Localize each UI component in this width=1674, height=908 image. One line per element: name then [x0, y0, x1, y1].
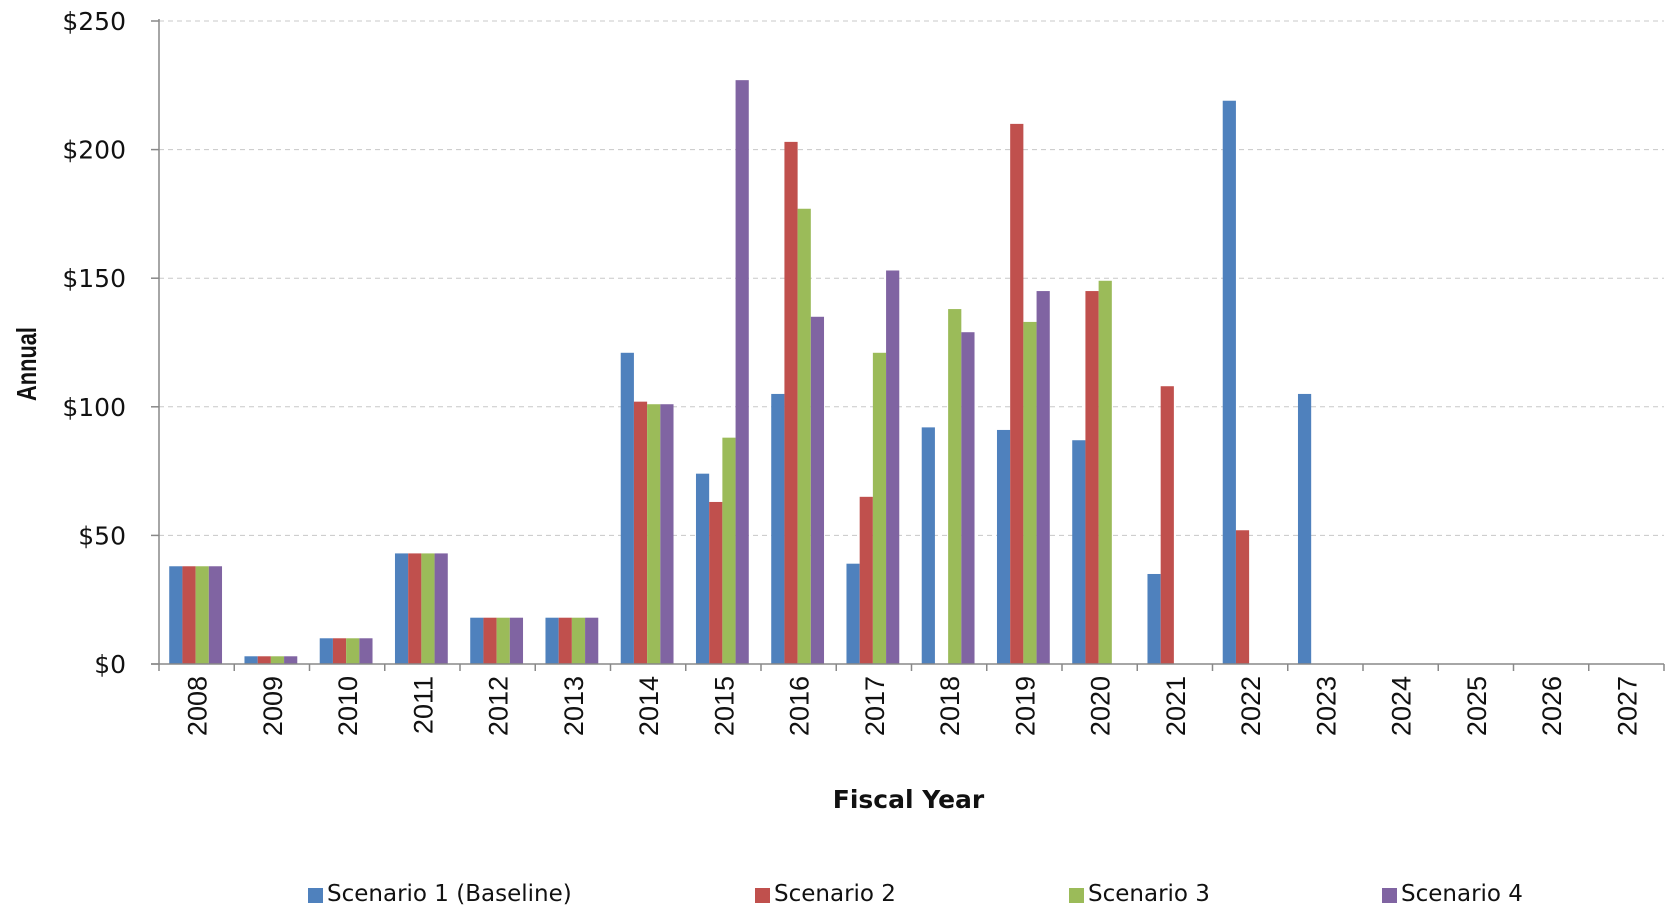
bar	[571, 617, 586, 664]
x-tick-label: 2023	[1311, 676, 1341, 736]
bar	[421, 553, 435, 664]
bar	[346, 638, 360, 664]
bar	[1098, 280, 1112, 664]
x-tick-label: 2026	[1537, 676, 1567, 736]
bar	[810, 316, 825, 664]
x-tick-label: 2027	[1612, 676, 1642, 736]
x-tick-label: 2016	[785, 676, 815, 736]
x-tick-label: 2019	[1010, 676, 1040, 736]
bar	[257, 656, 271, 664]
bars	[169, 80, 1312, 665]
bar	[1023, 321, 1037, 664]
x-axis-title: Fiscal Year	[833, 785, 985, 814]
bar	[846, 563, 860, 664]
bar	[647, 404, 661, 664]
gridlines	[151, 20, 1664, 665]
legend-swatch	[1069, 888, 1084, 903]
bar	[558, 617, 572, 664]
bar	[1235, 530, 1250, 664]
x-tick-label: 2024	[1387, 676, 1417, 736]
x-tick-label: 2013	[559, 676, 589, 736]
x-tick-label: 2022	[1236, 676, 1266, 736]
bar	[771, 393, 785, 664]
legend-swatch	[755, 888, 770, 903]
legend-label: Scenario 3	[1088, 881, 1210, 907]
bar	[695, 473, 710, 664]
bar	[270, 656, 285, 664]
legend-label: Scenario 1 (Baseline)	[327, 881, 572, 907]
bar	[394, 553, 409, 664]
x-tick-label: 2012	[484, 676, 514, 736]
bar	[886, 270, 900, 664]
x-tick-label: 2010	[333, 676, 363, 736]
bar	[872, 352, 887, 664]
bar	[1085, 291, 1099, 664]
bar	[408, 553, 422, 664]
y-tick-label: $200	[62, 136, 126, 165]
bar	[859, 496, 873, 664]
legend-label: Scenario 4	[1401, 881, 1523, 907]
y-tick-label: $50	[78, 521, 126, 550]
y-tick-label: $150	[62, 264, 126, 293]
bar	[735, 80, 749, 664]
legend-swatch	[1382, 888, 1397, 903]
x-tick-label: 2021	[1161, 676, 1191, 736]
y-tick-labels: $0 $50 $100 $150 $200 $250	[62, 7, 126, 679]
bar	[195, 566, 209, 664]
bar	[319, 638, 333, 664]
bar	[1036, 291, 1050, 664]
bar	[545, 617, 559, 664]
bar	[284, 656, 298, 664]
bar	[1297, 393, 1312, 664]
bar	[948, 309, 962, 664]
bar	[1222, 100, 1236, 665]
bar	[996, 429, 1011, 664]
bar	[709, 501, 723, 664]
bar	[633, 401, 648, 664]
bar	[797, 208, 811, 665]
x-tick-label: 2015	[709, 676, 739, 736]
x-tick-label: 2018	[935, 676, 965, 736]
bar	[470, 617, 484, 664]
bar	[620, 352, 634, 664]
bar	[722, 437, 736, 664]
bar	[1147, 573, 1161, 664]
bar	[660, 404, 674, 664]
bar	[585, 617, 599, 664]
x-tick-label: 2009	[258, 676, 288, 736]
legend-label: Scenario 2	[774, 881, 896, 907]
x-tick-label: 2008	[183, 676, 213, 736]
bar	[182, 566, 196, 664]
x-tick-label: 2014	[634, 676, 664, 736]
bar	[359, 638, 373, 664]
bar	[921, 427, 935, 664]
x-tick-label: 2025	[1462, 676, 1492, 736]
bar	[784, 141, 798, 664]
bar	[1160, 386, 1174, 664]
bar	[244, 656, 258, 664]
legend: Scenario 1 (Baseline) Scenario 2 Scenario …	[308, 881, 1523, 907]
legend-swatch	[308, 888, 323, 903]
y-tick-label: $100	[62, 393, 126, 422]
bar	[496, 617, 510, 664]
bar	[1010, 123, 1024, 664]
bar	[1072, 440, 1086, 664]
y-axis-title: Annual	[11, 327, 42, 401]
bar	[961, 332, 975, 664]
bar	[169, 566, 183, 664]
bar	[483, 617, 497, 664]
x-tick-label: 2020	[1086, 676, 1116, 736]
bar	[434, 553, 448, 664]
y-tick-label: $0	[94, 650, 126, 679]
x-tick-label: 2017	[860, 676, 890, 736]
bar	[208, 566, 223, 664]
axes	[151, 19, 1665, 671]
x-tick-label: 2011	[408, 676, 438, 734]
y-tick-label: $250	[62, 7, 126, 36]
bar	[509, 617, 524, 664]
bar	[332, 638, 347, 664]
x-tick-labels: 2008 2009 2010 2011 2012 2013 2014 2015 2016 2017…	[183, 676, 1643, 736]
